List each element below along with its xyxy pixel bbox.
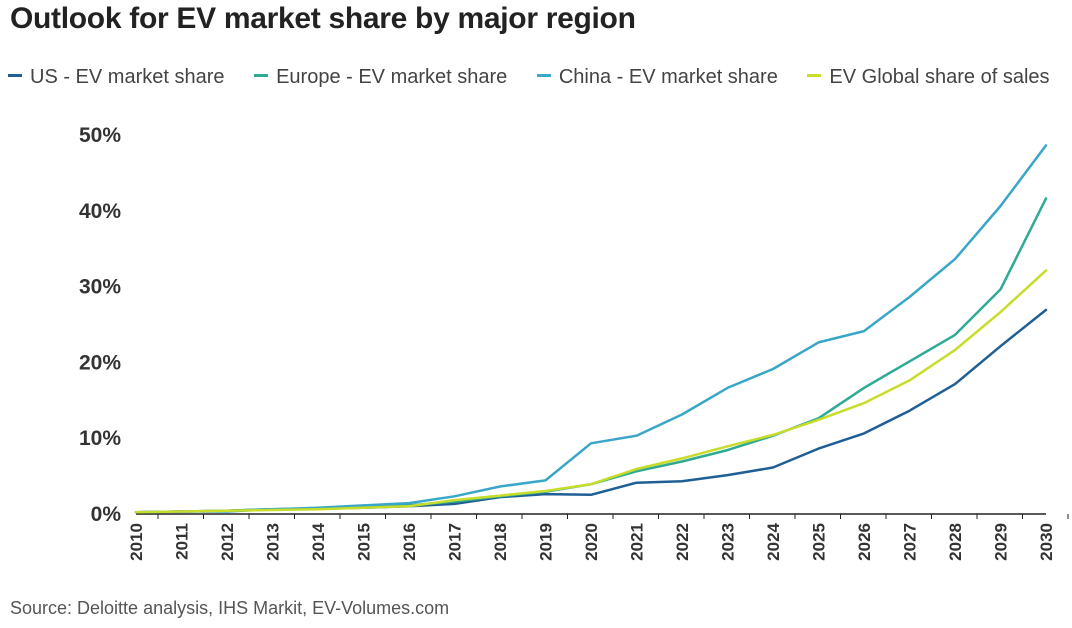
x-tick-label: 2028 — [946, 523, 965, 561]
series-line-us — [134, 308, 1048, 514]
y-tick-label: 40% — [79, 200, 121, 223]
series-line-china — [134, 144, 1048, 514]
x-tick-label: 2024 — [764, 522, 783, 560]
x-tick-label: 2010 — [127, 523, 146, 561]
legend-item-us: US - EV market share — [8, 66, 225, 89]
x-tick-label: 2012 — [218, 523, 237, 561]
x-tick-label: 2018 — [491, 523, 510, 561]
x-tick-label: 2011 — [173, 523, 192, 560]
x-tick-label: 2023 — [719, 523, 738, 561]
source-note: Source: Deloitte analysis, IHS Markit, E… — [10, 598, 450, 618]
y-tick-label: 10% — [79, 427, 121, 450]
legend-item-europe: Europe - EV market share — [254, 66, 507, 89]
chart-title: Outlook for EV market share by major reg… — [10, 2, 636, 35]
legend-swatch-china — [536, 74, 551, 78]
x-tick-label: 2014 — [309, 522, 328, 560]
y-tick-label: 0% — [91, 503, 122, 526]
x-tick-label: 2020 — [582, 523, 601, 561]
legend-item-china: China - EV market share — [536, 66, 778, 89]
legend-swatch-us — [8, 74, 22, 78]
x-tick-label: 2027 — [901, 523, 920, 561]
legend-label-us: US - EV market share — [30, 66, 225, 88]
x-tick-label: 2013 — [264, 523, 283, 561]
x-tick-label: 2021 — [628, 523, 647, 561]
x-tick-label: 2030 — [1037, 523, 1056, 561]
legend-label-china: China - EV market share — [558, 66, 778, 88]
x-tick-label: 2017 — [446, 523, 465, 561]
y-tick-label: 20% — [79, 351, 121, 374]
legend-label-europe: Europe - EV market share — [276, 66, 508, 88]
legend-swatch-global — [807, 74, 822, 78]
x-tick-label: 2029 — [992, 523, 1011, 561]
x-tick-label: 2015 — [355, 523, 374, 561]
legend: US - EV market share Europe - EV market … — [8, 66, 1050, 89]
x-tick-label: 2026 — [855, 523, 874, 561]
series-line-europe — [134, 197, 1048, 514]
legend-swatch-europe — [254, 74, 269, 78]
x-tick-label: 2019 — [537, 523, 556, 561]
y-tick-label: 30% — [79, 276, 121, 299]
x-tick-label: 2016 — [400, 523, 419, 561]
y-tick-label: 50% — [79, 124, 121, 147]
legend-item-global: EV Global share of sales — [807, 66, 1050, 89]
x-tick-label: 2022 — [673, 523, 692, 561]
x-tick-label: 2025 — [810, 523, 829, 561]
series-line-global — [134, 269, 1048, 514]
legend-label-global: EV Global share of sales — [829, 66, 1050, 88]
